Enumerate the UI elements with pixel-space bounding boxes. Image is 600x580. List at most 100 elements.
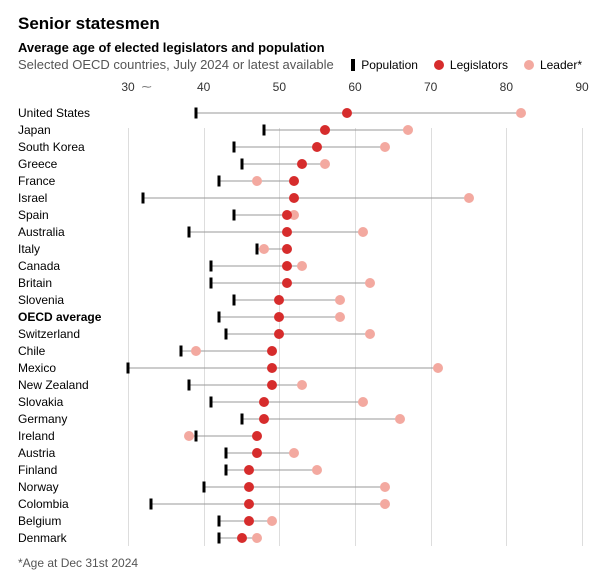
row-lane <box>128 240 582 257</box>
chart-row: Switzerland <box>18 325 582 342</box>
population-marker <box>225 328 228 339</box>
leader-marker <box>358 397 368 407</box>
population-marker <box>210 396 213 407</box>
country-label: Finland <box>18 463 128 477</box>
leader-marker <box>297 261 307 271</box>
legislators-marker <box>312 142 322 152</box>
legend: Population Legislators Leader* <box>351 58 582 72</box>
country-label: New Zealand <box>18 378 128 392</box>
population-marker <box>195 107 198 118</box>
chart-row: Slovakia <box>18 393 582 410</box>
row-lane <box>128 172 582 189</box>
axis-break-icon: ⁓ <box>142 82 152 93</box>
legislators-marker <box>267 380 277 390</box>
leader-marker <box>464 193 474 203</box>
country-label: Slovakia <box>18 395 128 409</box>
row-lane <box>128 121 582 138</box>
legislators-marker <box>282 227 292 237</box>
axis-tick: 50 <box>273 80 286 94</box>
legislators-marker <box>282 210 292 220</box>
country-label: Ireland <box>18 429 128 443</box>
row-lane <box>128 478 582 495</box>
legislators-marker <box>282 261 292 271</box>
row-lane <box>128 308 582 325</box>
range-bar <box>189 435 257 436</box>
row-lane <box>128 223 582 240</box>
row-lane <box>128 444 582 461</box>
country-label: Spain <box>18 208 128 222</box>
leader-marker <box>380 482 390 492</box>
range-bar <box>128 367 438 368</box>
legislators-marker <box>282 244 292 254</box>
leader-marker <box>289 448 299 458</box>
range-bar <box>226 469 317 470</box>
legislators-marker <box>274 329 284 339</box>
population-marker <box>142 192 145 203</box>
population-marker <box>210 277 213 288</box>
axis-tick: 70 <box>424 80 437 94</box>
leader-marker <box>358 227 368 237</box>
chart-title: Senior statesmen <box>18 14 582 34</box>
legislators-marker <box>259 397 269 407</box>
country-label: Canada <box>18 259 128 273</box>
axis-tick: 30 <box>121 80 134 94</box>
chart-row: Austria <box>18 444 582 461</box>
leader-marker <box>403 125 413 135</box>
population-marker <box>232 209 235 220</box>
leader-marker <box>312 465 322 475</box>
row-lane <box>128 206 582 223</box>
legislators-marker <box>282 278 292 288</box>
country-label: Austria <box>18 446 128 460</box>
range-bar <box>196 112 521 113</box>
country-label: United States <box>18 106 128 120</box>
dot-chart: 30⁓405060708090 United StatesJapanSouth … <box>18 80 582 546</box>
country-label: Mexico <box>18 361 128 375</box>
chart-row: Australia <box>18 223 582 240</box>
row-lane <box>128 155 582 172</box>
leader-marker <box>335 295 345 305</box>
country-label: Colombia <box>18 497 128 511</box>
country-label: OECD average <box>18 310 128 324</box>
row-lane <box>128 257 582 274</box>
row-lane <box>128 427 582 444</box>
range-bar <box>189 384 303 385</box>
population-marker <box>195 430 198 441</box>
population-marker-icon <box>351 59 355 71</box>
chart-row: Denmark <box>18 529 582 546</box>
population-marker <box>232 294 235 305</box>
axis-tick: 80 <box>500 80 513 94</box>
population-marker <box>187 226 190 237</box>
range-bar <box>234 146 385 147</box>
population-marker <box>225 447 228 458</box>
country-label: Australia <box>18 225 128 239</box>
legislators-marker <box>289 193 299 203</box>
legend-label: Legislators <box>450 58 508 72</box>
legislators-marker <box>244 516 254 526</box>
range-bar <box>264 129 408 130</box>
leader-marker <box>395 414 405 424</box>
population-marker <box>210 260 213 271</box>
chart-row: United States <box>18 104 582 121</box>
population-marker <box>225 464 228 475</box>
legislators-marker-icon <box>434 60 444 70</box>
chart-row: Greece <box>18 155 582 172</box>
axis-tick: 60 <box>348 80 361 94</box>
range-bar <box>189 231 363 232</box>
population-marker <box>240 158 243 169</box>
population-marker <box>217 175 220 186</box>
chart-row: OECD average <box>18 308 582 325</box>
legend-legislators: Legislators <box>434 58 508 72</box>
chart-row: Italy <box>18 240 582 257</box>
chart-row: Israel <box>18 189 582 206</box>
chart-row: Britain <box>18 274 582 291</box>
row-lane <box>128 325 582 342</box>
country-label: South Korea <box>18 140 128 154</box>
chart-row: South Korea <box>18 138 582 155</box>
leader-marker <box>191 346 201 356</box>
legislators-marker <box>274 312 284 322</box>
range-bar <box>143 197 468 198</box>
chart-row: Finland <box>18 461 582 478</box>
chart-row: Ireland <box>18 427 582 444</box>
axis-tick: 40 <box>197 80 210 94</box>
row-lane <box>128 104 582 121</box>
